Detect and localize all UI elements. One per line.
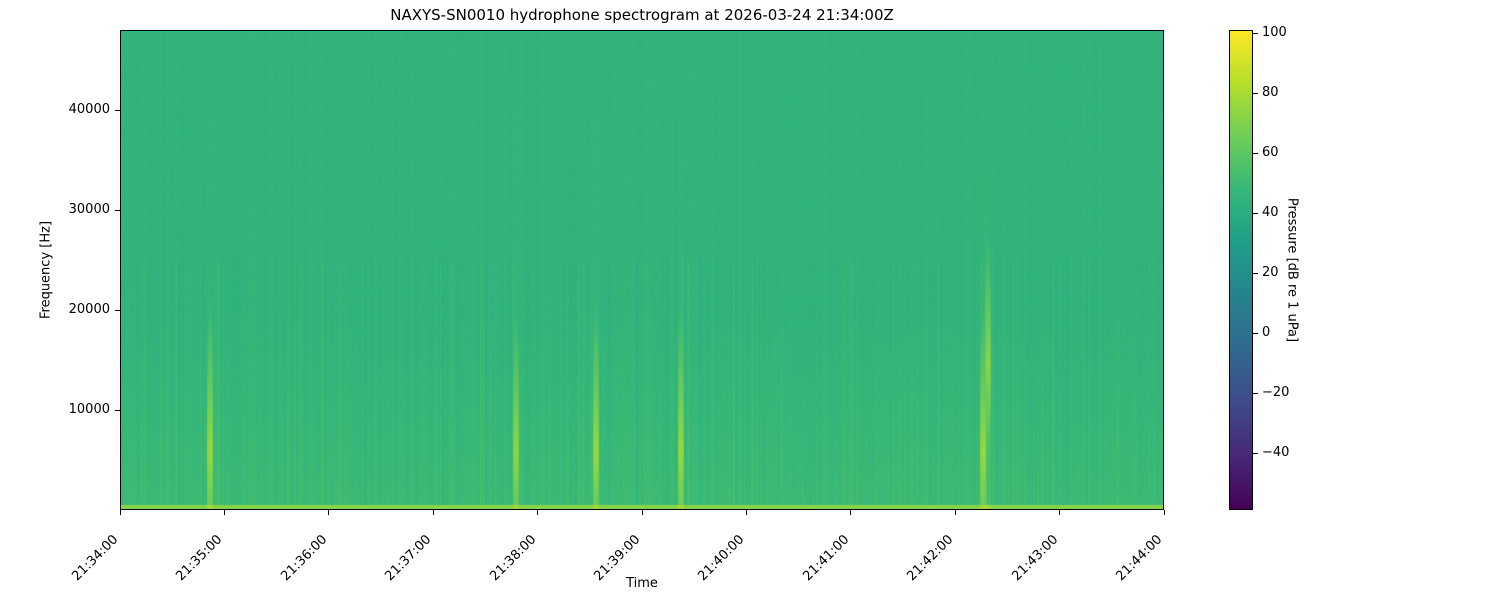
y-tick-label: 30000 — [68, 202, 110, 217]
y-tick-mark — [115, 309, 120, 311]
x-tick-mark — [537, 510, 539, 515]
x-tick-label: 21:43:00 — [1009, 532, 1061, 585]
x-tick-mark — [745, 510, 747, 515]
y-tick-label: 20000 — [68, 302, 110, 317]
x-tick-mark — [1163, 510, 1165, 515]
colorbar-tick-mark — [1253, 272, 1258, 274]
colorbar-tick-label: 100 — [1262, 25, 1287, 40]
x-tick-mark — [223, 510, 225, 515]
y-tick-mark — [115, 209, 120, 211]
x-tick-mark — [641, 510, 643, 515]
colorbar-tick-label: 40 — [1262, 205, 1279, 220]
x-tick-label: 21:44:00 — [1113, 532, 1166, 585]
y-axis-label: Frequency [Hz] — [38, 220, 54, 320]
colorbar — [1229, 30, 1253, 510]
spectrogram-plot-area — [120, 30, 1164, 510]
colorbar-tick-mark — [1253, 332, 1258, 334]
colorbar-tick-label: 80 — [1262, 85, 1279, 100]
y-tick-label: 40000 — [68, 102, 110, 117]
spectrogram-heatmap — [121, 31, 1163, 509]
x-tick-label: 21:41:00 — [800, 532, 853, 585]
x-tick-label: 21:38:00 — [487, 532, 539, 585]
y-tick-mark — [115, 109, 120, 111]
x-tick-label: 21:37:00 — [382, 532, 435, 585]
colorbar-tick-mark — [1253, 452, 1258, 454]
colorbar-tick-mark — [1253, 32, 1258, 34]
x-tick-mark — [432, 510, 434, 515]
x-tick-label: 21:35:00 — [173, 532, 226, 585]
colorbar-tick-label: −40 — [1262, 445, 1290, 460]
colorbar-tick-label: 20 — [1262, 265, 1279, 280]
colorbar-label: Pressure [dB re 1 uPa] — [1284, 197, 1300, 343]
x-tick-label: 21:42:00 — [904, 532, 957, 585]
x-tick-mark — [1059, 510, 1061, 515]
x-tick-label: 21:40:00 — [695, 532, 748, 585]
colorbar-tick-mark — [1253, 152, 1258, 154]
y-tick-mark — [115, 409, 120, 411]
colorbar-tick-mark — [1253, 212, 1258, 214]
chart-title: NAXYS-SN0010 hydrophone spectrogram at 2… — [390, 6, 894, 24]
colorbar-tick-mark — [1253, 92, 1258, 94]
x-tick-mark — [850, 510, 852, 515]
x-tick-mark — [328, 510, 330, 515]
x-tick-mark — [119, 510, 121, 515]
colorbar-tick-label: 60 — [1262, 145, 1279, 160]
y-tick-label: 10000 — [68, 402, 110, 417]
colorbar-tick-mark — [1253, 392, 1258, 394]
x-tick-label: 21:34:00 — [69, 532, 122, 585]
x-axis-label: Time — [626, 576, 658, 591]
colorbar-tick-label: −20 — [1262, 385, 1290, 400]
x-tick-mark — [954, 510, 956, 515]
colorbar-tick-label: 0 — [1262, 325, 1271, 340]
x-tick-label: 21:36:00 — [278, 532, 331, 585]
